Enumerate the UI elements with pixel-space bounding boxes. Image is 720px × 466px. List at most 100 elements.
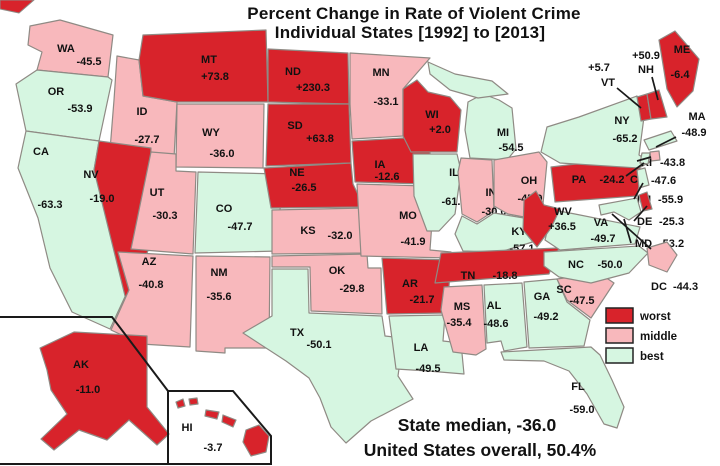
state-shape-NC [543, 245, 649, 284]
state-shape-MA [643, 130, 678, 151]
state-abbr-AK: AK [73, 359, 89, 371]
state-value-CA: -63.3 [37, 199, 62, 211]
state-value-TX: -50.1 [306, 339, 331, 351]
state-shape-HI-2 [204, 409, 220, 420]
state-abbr-TX: TX [290, 327, 305, 339]
legend-swatch-worst [605, 307, 634, 324]
state-MA: MA -48.9 [643, 111, 707, 151]
state-abbr-VA: VA [594, 217, 609, 229]
state-value-SD: +63.8 [306, 133, 334, 145]
state-value-NC: -50.0 [597, 259, 622, 271]
state-value-LA: -49.5 [415, 363, 440, 375]
state-value-NY: -65.2 [612, 133, 637, 145]
state-TX: TX-50.1 [242, 268, 414, 444]
callout-leader-7 [623, 218, 632, 244]
state-shape-WI [402, 79, 462, 153]
state-abbr-ME: ME [674, 44, 691, 56]
state-shape-TN [434, 247, 560, 284]
state-shape-OR [15, 69, 113, 142]
state-abbr-GA: GA [534, 291, 551, 303]
state-value-NM: -35.6 [206, 291, 231, 303]
chart-title-line2: Individual States [1992] to [2013] [275, 23, 545, 42]
state-value-VA: -49.7 [590, 233, 615, 245]
state-value-MI: -54.5 [498, 142, 523, 154]
state-NY: NY -65.2 [540, 95, 651, 169]
state-abbr-DC: DC [651, 281, 667, 293]
state-shape-HI-3 [221, 414, 237, 428]
state-LA: LA -49.5 [388, 314, 465, 375]
state-shape-MT [138, 29, 269, 103]
state-TN: TN -18.8 [434, 247, 560, 284]
legend-swatch-best [605, 347, 634, 364]
state-abbr-NV: NV [83, 169, 99, 181]
state-value-RI: -43.8 [660, 157, 685, 169]
state-abbr-OK: OK [329, 265, 346, 277]
corner-map-fragment [0, 0, 35, 14]
state-shape-AK [39, 331, 170, 451]
state-ID: ID -27.7 [109, 55, 178, 159]
state-median-note: State median, -36.0 [398, 415, 557, 435]
state-OK: OK -29.8 [271, 253, 383, 315]
state-abbr-MT: MT [201, 54, 217, 66]
state-value-ME: -6.4 [671, 69, 691, 81]
state-ME: ME -6.4 [658, 30, 700, 108]
state-abbr-UT: UT [150, 187, 165, 199]
state-value-PA: -24.2 [599, 174, 624, 186]
state-abbr-WV: WV [554, 206, 572, 218]
state-value-AR: -21.7 [409, 294, 434, 306]
state-shape-MS [440, 284, 487, 356]
callout-leader-3 [636, 156, 652, 162]
state-abbr-SC: SC [556, 284, 571, 296]
state-value-KS: -32.0 [327, 230, 352, 242]
state-shape-IL [412, 153, 462, 232]
state-value-ND: +230.3 [296, 82, 330, 94]
state-value-NV: -19.0 [89, 193, 114, 205]
state-value-NH: +50.9 [632, 50, 660, 62]
state-NE: NE -26.5 [263, 162, 365, 209]
state-abbr-LA: LA [414, 342, 429, 354]
chart-title-line1: Percent Change in Rate of Violent Crime [247, 4, 580, 23]
state-value-CO: -47.7 [227, 221, 252, 233]
us-overall-note: United States overall, 50.4% [364, 440, 597, 460]
state-value-CT: -47.6 [651, 175, 676, 187]
state-value-IA: -12.6 [374, 171, 399, 183]
state-shape-KS [271, 207, 368, 255]
state-value-MN: -33.1 [373, 96, 398, 108]
state-OR: OR-53.9 [15, 69, 113, 142]
state-abbr-OH: OH [521, 175, 538, 187]
state-value-FL: -59.0 [569, 404, 594, 416]
callout-leader-1 [651, 76, 659, 101]
state-abbr-AL: AL [487, 300, 502, 312]
state-value-MA: -48.9 [681, 127, 706, 139]
state-abbr-NY: NY [614, 115, 630, 127]
legend-label-middle: middle [640, 331, 677, 343]
state-abbr-NE: NE [289, 167, 304, 179]
state-value-MT: +73.8 [201, 71, 229, 83]
state-value-WV: +36.5 [548, 221, 576, 233]
state-value-TN: -18.8 [492, 270, 517, 282]
state-DC: DC -44.3 [646, 241, 698, 293]
state-abbr-TN: TN [461, 270, 476, 282]
state-abbr-SD: SD [287, 120, 302, 132]
state-abbr-NM: NM [210, 267, 227, 279]
state-abbr-PA: PA [572, 174, 587, 186]
state-SD: SD +63.8 [265, 103, 352, 167]
state-VT: VT +5.7 [588, 62, 652, 122]
callout-leader-2 [655, 136, 677, 148]
state-shape-WV [522, 190, 561, 248]
state-DE: DE -25.3 [637, 191, 684, 228]
state-value-SC: -47.5 [569, 295, 594, 307]
state-shape-NJ [636, 167, 650, 189]
state-shape-OK [271, 253, 383, 315]
state-shape-DE [638, 191, 653, 212]
state-MI: MI -54.5 [427, 61, 524, 161]
state-abbr-KS: KS [300, 225, 315, 237]
state-NC: NC -50.0 [543, 245, 649, 284]
callout-leader-0 [616, 87, 642, 109]
state-shape-MI-1 [427, 61, 509, 99]
state-value-OK: -29.8 [339, 283, 364, 295]
state-value-MO: -41.9 [400, 236, 425, 248]
state-abbr-VT: VT [601, 77, 615, 89]
